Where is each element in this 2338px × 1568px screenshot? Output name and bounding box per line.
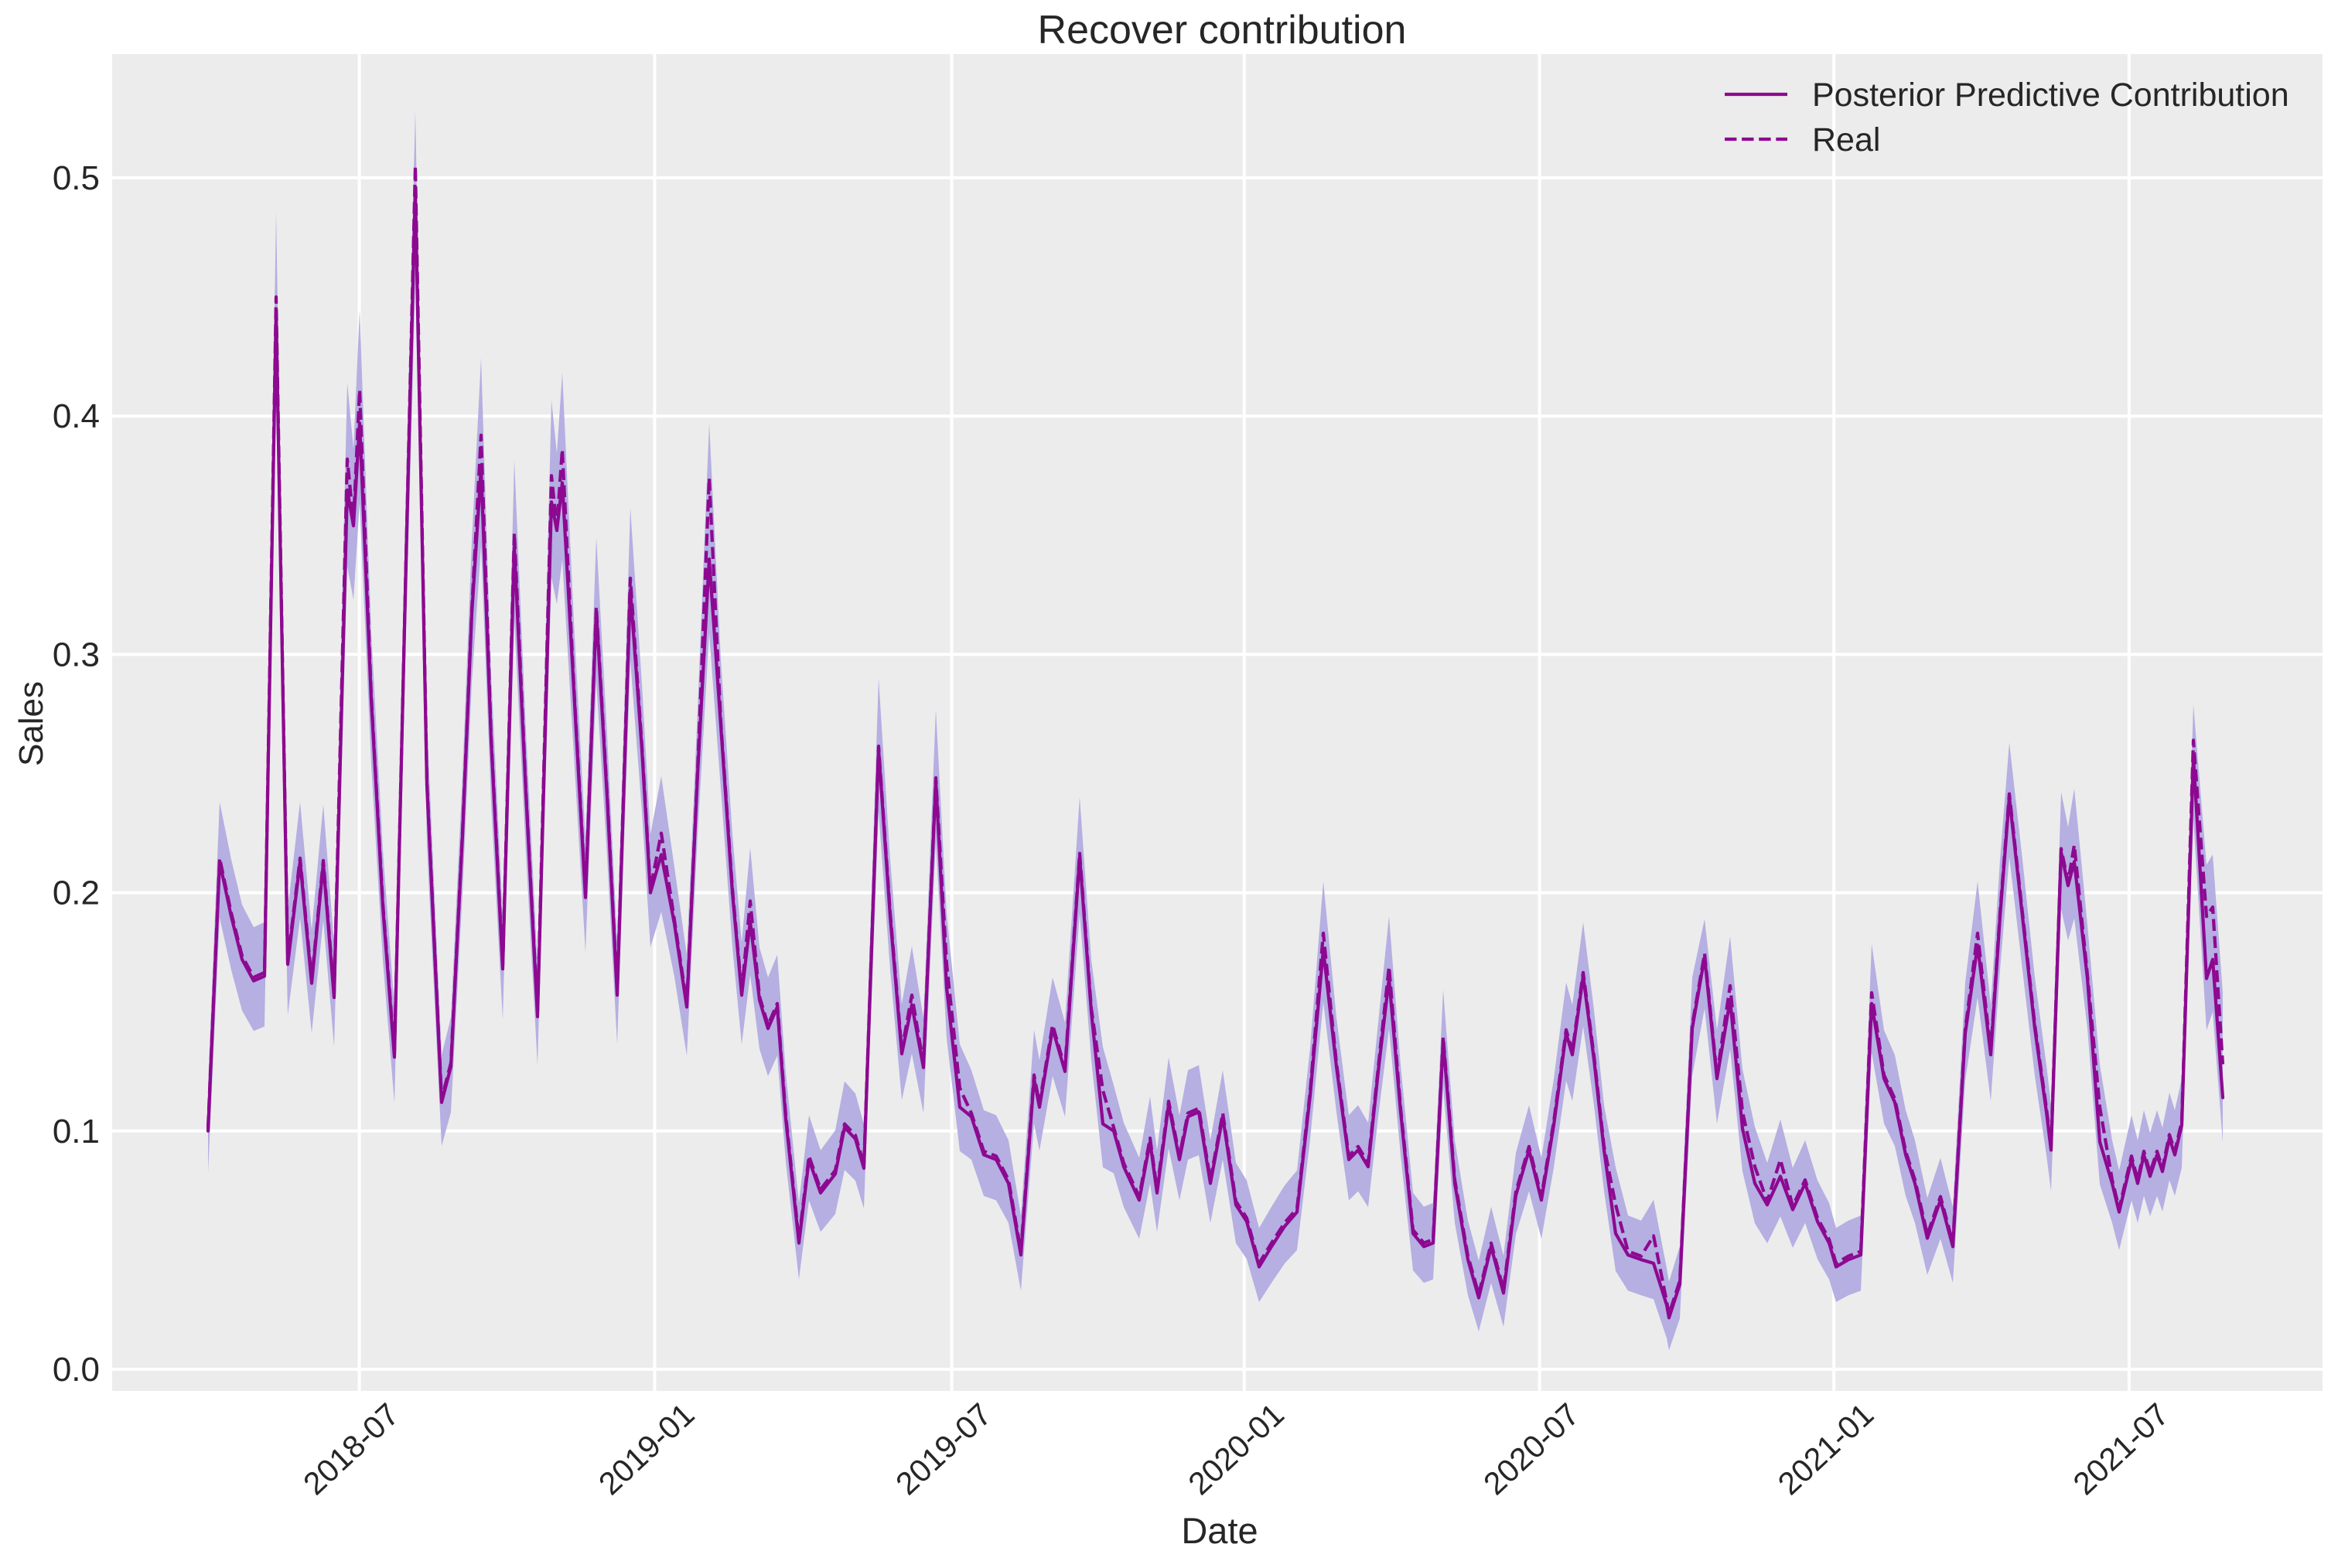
svg-text:0.4: 0.4 bbox=[53, 397, 100, 435]
svg-text:0.1: 0.1 bbox=[53, 1113, 100, 1150]
svg-text:0.2: 0.2 bbox=[53, 874, 100, 912]
svg-text:Date: Date bbox=[1181, 1510, 1258, 1551]
svg-text:Sales: Sales bbox=[12, 681, 50, 766]
svg-text:0.5: 0.5 bbox=[53, 159, 100, 197]
svg-text:Real: Real bbox=[1812, 121, 1880, 159]
svg-text:Recover contribution: Recover contribution bbox=[1038, 8, 1407, 53]
svg-text:0.0: 0.0 bbox=[53, 1351, 100, 1389]
svg-text:0.3: 0.3 bbox=[53, 636, 100, 673]
svg-text:Posterior Predictive Contribut: Posterior Predictive Contribution bbox=[1812, 77, 2289, 114]
